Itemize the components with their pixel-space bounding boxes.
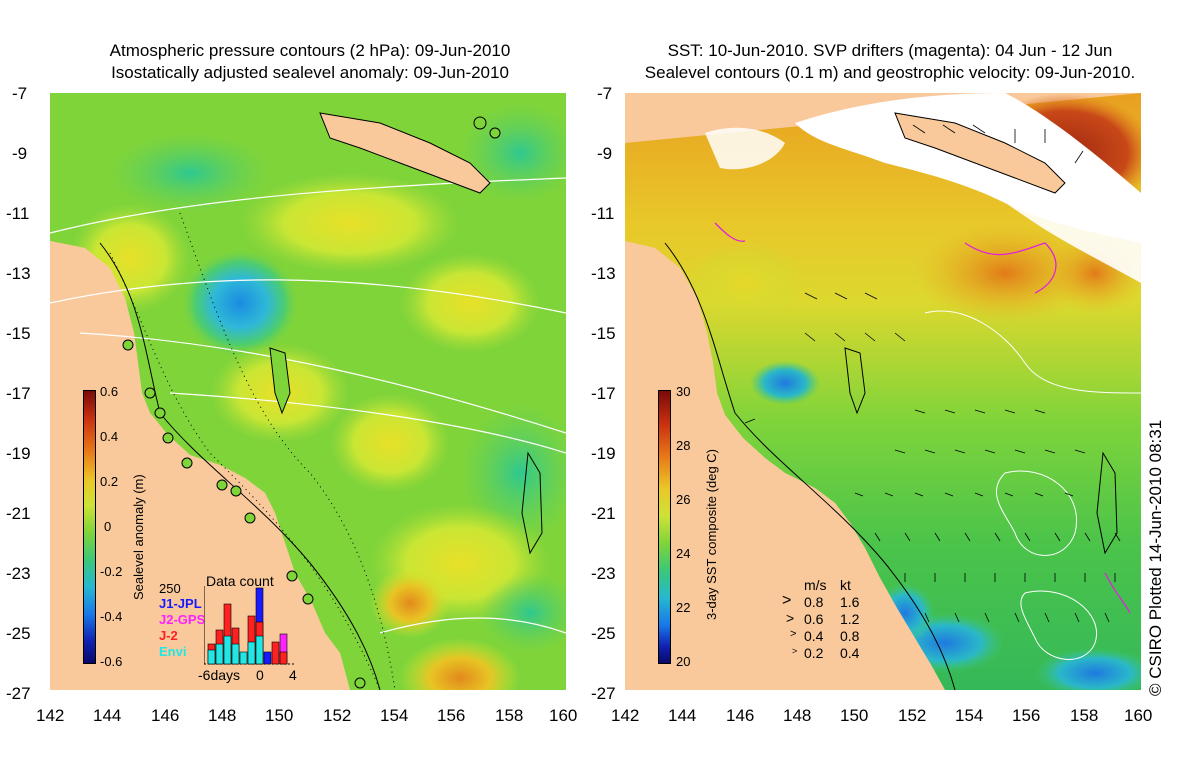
left-y-tick: -25	[6, 624, 31, 643]
sealevel-cbar-tick: 0	[104, 519, 112, 534]
data-count-xlabel: -6days	[198, 667, 241, 683]
right-x-tick: 160	[1124, 706, 1153, 725]
right-x-tick: 146	[726, 706, 755, 725]
left-y-tick: -21	[6, 504, 31, 523]
right-y-tick: -13	[591, 264, 616, 283]
vel-row-ms: 0.6	[804, 611, 824, 627]
right-x-tick: 148	[783, 706, 812, 725]
left-title-line2: Isostatically adjusted sealevel anomaly:…	[111, 63, 509, 82]
left-title-line1: Atmospheric pressure contours (2 hPa): 0…	[109, 41, 511, 60]
sst-cbar-tick: 26	[676, 492, 691, 507]
right-x-tick: 154	[955, 706, 984, 725]
vel-header-ms: m/s	[804, 577, 827, 593]
sst-cbar-tick: 24	[676, 546, 691, 561]
sealevel-cbar-label: Sealevel anomaly (m)	[131, 474, 146, 600]
left-y-tick: -7	[12, 84, 28, 103]
sealevel-cbar-tick: -0.6	[100, 654, 123, 669]
sealevel-cbar-tick: -0.2	[100, 564, 123, 579]
right-x-tick: 144	[668, 706, 697, 725]
vel-row-kt: 0.4	[840, 645, 860, 661]
right-y-tick: -11	[591, 204, 615, 223]
left-x-tick: 142	[36, 706, 65, 725]
vel-arrow-icon: >	[782, 592, 792, 609]
sealevel-anomaly-map	[50, 93, 566, 690]
sealevel-cbar-tick: 0.4	[100, 429, 119, 444]
left-x-tick: 160	[549, 706, 578, 725]
left-y-tick: -19	[6, 444, 31, 463]
right-title-line1: SST: 10-Jun-2010. SVP drifters (magenta)…	[667, 41, 1113, 60]
right-y-tick: -7	[597, 84, 613, 103]
vel-arrow-icon: >	[792, 646, 798, 656]
vel-header-kt: kt	[840, 577, 851, 593]
sst-cbar-label: 3-day SST composite (deg C)	[704, 449, 719, 620]
left-x-tick: 148	[208, 706, 237, 725]
legend-j2-gps: J2-GPS	[159, 612, 206, 627]
data-count-xlabel: 0	[256, 667, 264, 683]
legend-j-2: J-2	[159, 628, 178, 643]
sst-colorbar	[658, 390, 671, 664]
legend-envi: Envi	[159, 644, 187, 659]
right-title-line2: Sealevel contours (0.1 m) and geostrophi…	[644, 63, 1136, 82]
left-y-tick: -27	[6, 684, 31, 703]
data-count-max: 250	[159, 581, 181, 596]
right-x-tick: 142	[611, 706, 640, 725]
vel-row-kt: 0.8	[840, 628, 860, 644]
vel-row-ms: 0.8	[804, 594, 824, 610]
right-y-tick: -23	[591, 564, 616, 583]
vel-row-ms: 0.4	[804, 628, 824, 644]
cold-eddy	[180, 248, 300, 358]
right-x-tick: 156	[1012, 706, 1041, 725]
sst-map	[625, 93, 1141, 690]
right-map-panel	[625, 93, 1141, 690]
legend-j1-jpl: J1-JPL	[159, 596, 202, 611]
right-y-tick: -15	[591, 324, 616, 343]
left-x-tick: 146	[151, 706, 180, 725]
right-x-tick: 152	[898, 706, 927, 725]
left-y-tick: -13	[6, 264, 31, 283]
data-count-xlabel: 4	[289, 667, 297, 683]
data-count-title: Data count	[206, 573, 274, 589]
velocity-vectors	[744, 124, 1121, 623]
left-x-tick: 156	[437, 706, 466, 725]
sst-cbar-tick: 28	[676, 438, 691, 453]
left-y-tick: -17	[6, 384, 31, 403]
right-x-tick: 150	[840, 706, 869, 725]
right-y-tick: -25	[591, 624, 616, 643]
left-x-tick: 158	[495, 706, 524, 725]
left-x-tick: 144	[93, 706, 122, 725]
data-count-histogram	[204, 586, 294, 665]
right-y-tick: -27	[591, 684, 616, 703]
left-y-tick: -23	[6, 564, 31, 583]
sst-cbar-tick: 22	[676, 600, 691, 615]
left-x-tick: 150	[265, 706, 294, 725]
left-y-tick: -9	[12, 144, 28, 163]
sealevel-cbar-tick: 0.2	[100, 474, 119, 489]
vel-row-ms: 0.2	[804, 645, 824, 661]
right-y-tick: -21	[591, 504, 616, 523]
warm-eddy	[400, 638, 520, 690]
sst-cbar-tick: 30	[676, 384, 691, 399]
vel-arrow-icon: >	[786, 610, 795, 626]
sealevel-cbar-tick: -0.4	[100, 609, 123, 624]
right-x-tick: 158	[1070, 706, 1099, 725]
right-y-tick: -9	[597, 144, 613, 163]
vel-arrow-icon: >	[790, 628, 797, 640]
vel-row-kt: 1.6	[840, 594, 860, 610]
right-y-tick: -17	[591, 384, 616, 403]
copyright-label: © CSIRO Plotted 14-Jun-2010 08:31	[1146, 419, 1165, 696]
left-y-tick: -15	[6, 324, 31, 343]
left-x-tick: 152	[323, 706, 352, 725]
left-x-tick: 154	[380, 706, 409, 725]
vel-row-kt: 1.2	[840, 611, 860, 627]
sealevel-colorbar	[83, 390, 96, 664]
right-y-tick: -19	[591, 444, 616, 463]
left-y-tick: -11	[6, 204, 30, 223]
left-map-panel	[50, 93, 566, 690]
sealevel-cbar-tick: 0.6	[100, 384, 119, 399]
sst-cbar-tick: 20	[676, 654, 691, 669]
